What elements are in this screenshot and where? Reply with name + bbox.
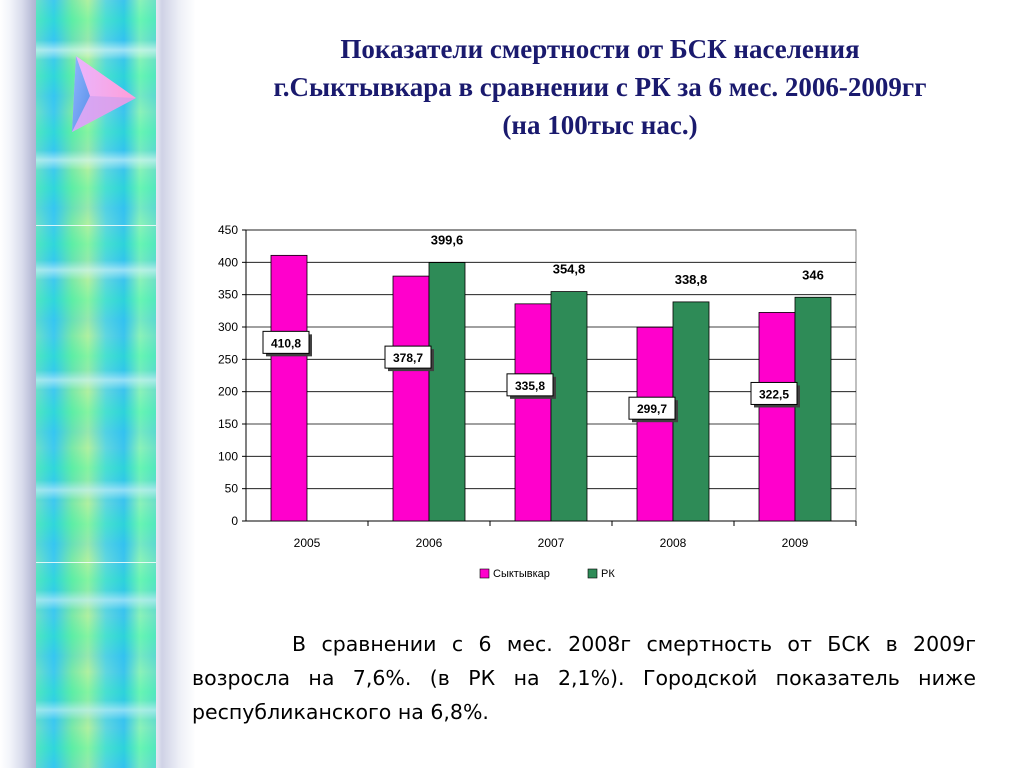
title-line: Показатели смертности от БСК населения	[340, 34, 860, 64]
y-tick-label: 200	[218, 385, 238, 399]
side-band-shade	[156, 0, 195, 768]
bar-rk	[794, 296, 832, 522]
data-label-syktyvkar: 410,8	[271, 336, 301, 350]
data-label-rk: 346	[802, 267, 824, 282]
y-tick-label: 100	[218, 449, 238, 463]
data-label-rk: 354,8	[553, 262, 586, 277]
x-tick-label: 2007	[538, 536, 565, 550]
summary-text: В сравнении с 6 мес. 2008г смертность от…	[192, 632, 976, 724]
title-line: (на 100тыс нас.)	[502, 110, 698, 140]
legend-label-rk: РК	[601, 568, 615, 580]
y-tick-label: 150	[218, 417, 238, 431]
y-tick-label: 250	[218, 352, 238, 366]
chart-x-tick-labels: 2005 2006 2007 2008 2009	[294, 536, 809, 550]
bar-syktyvkar	[758, 312, 796, 522]
data-label-box	[628, 396, 676, 420]
mortality-bar-chart: 0 50 100 150 200 250 300 350 400 450 410,8 378,7 39…	[218, 223, 857, 580]
strip-divider	[36, 225, 156, 226]
y-tick-label: 400	[218, 255, 238, 269]
triangle-logo-icon	[72, 56, 136, 132]
bar-syktyvkar	[514, 303, 552, 522]
title-line: г.Сыктывкара в сравнении с РК за 6 мес. …	[273, 72, 927, 102]
x-tick-label: 2009	[782, 536, 809, 550]
data-label-box	[384, 345, 432, 369]
legend-label-syktyvkar: Сыктывкар	[493, 568, 550, 580]
legend-swatch-syktyvkar	[479, 568, 490, 579]
side-pattern-strip	[36, 0, 156, 768]
legend-swatch-rk	[587, 568, 598, 579]
chart-axes: 0 50 100 150 200 250 300 350 400 450	[218, 223, 857, 528]
x-tick-label: 2005	[294, 536, 321, 550]
bar-rk	[672, 301, 710, 522]
data-label-syktyvkar: 335,8	[515, 379, 545, 393]
data-label-box	[506, 373, 554, 397]
chart-data-labels: 410,8 378,7 399,6 335,8 354,8 299,7 338,8 322,5…	[262, 233, 824, 423]
data-label-syktyvkar: 378,7	[393, 351, 423, 365]
data-label-box	[750, 381, 798, 405]
x-tick-label: 2008	[660, 536, 687, 550]
decorative-side-band	[0, 0, 195, 768]
data-label-syktyvkar: 299,7	[637, 402, 667, 416]
data-label-syktyvkar: 322,5	[759, 387, 789, 401]
data-label-rk: 338,8	[675, 272, 708, 287]
bar-syktyvkar	[270, 254, 308, 522]
chart-legend: Сыктывкар РК	[479, 568, 615, 580]
x-tick-label: 2006	[416, 536, 443, 550]
bar-rk	[550, 291, 588, 522]
bar-syktyvkar	[636, 326, 674, 522]
slide-title: Показатели смертности от БСК населения г…	[190, 30, 1010, 144]
y-tick-label: 300	[218, 320, 238, 334]
chart-bars	[270, 254, 832, 522]
bar-syktyvkar	[392, 275, 430, 522]
data-label-box	[262, 330, 310, 354]
bar-rk	[428, 262, 466, 522]
y-tick-label: 450	[218, 223, 238, 237]
y-tick-label: 0	[231, 514, 238, 528]
data-label-rk: 399,6	[431, 233, 464, 248]
strip-divider	[36, 562, 156, 563]
y-tick-label: 50	[225, 482, 239, 496]
y-tick-label: 350	[218, 288, 238, 302]
